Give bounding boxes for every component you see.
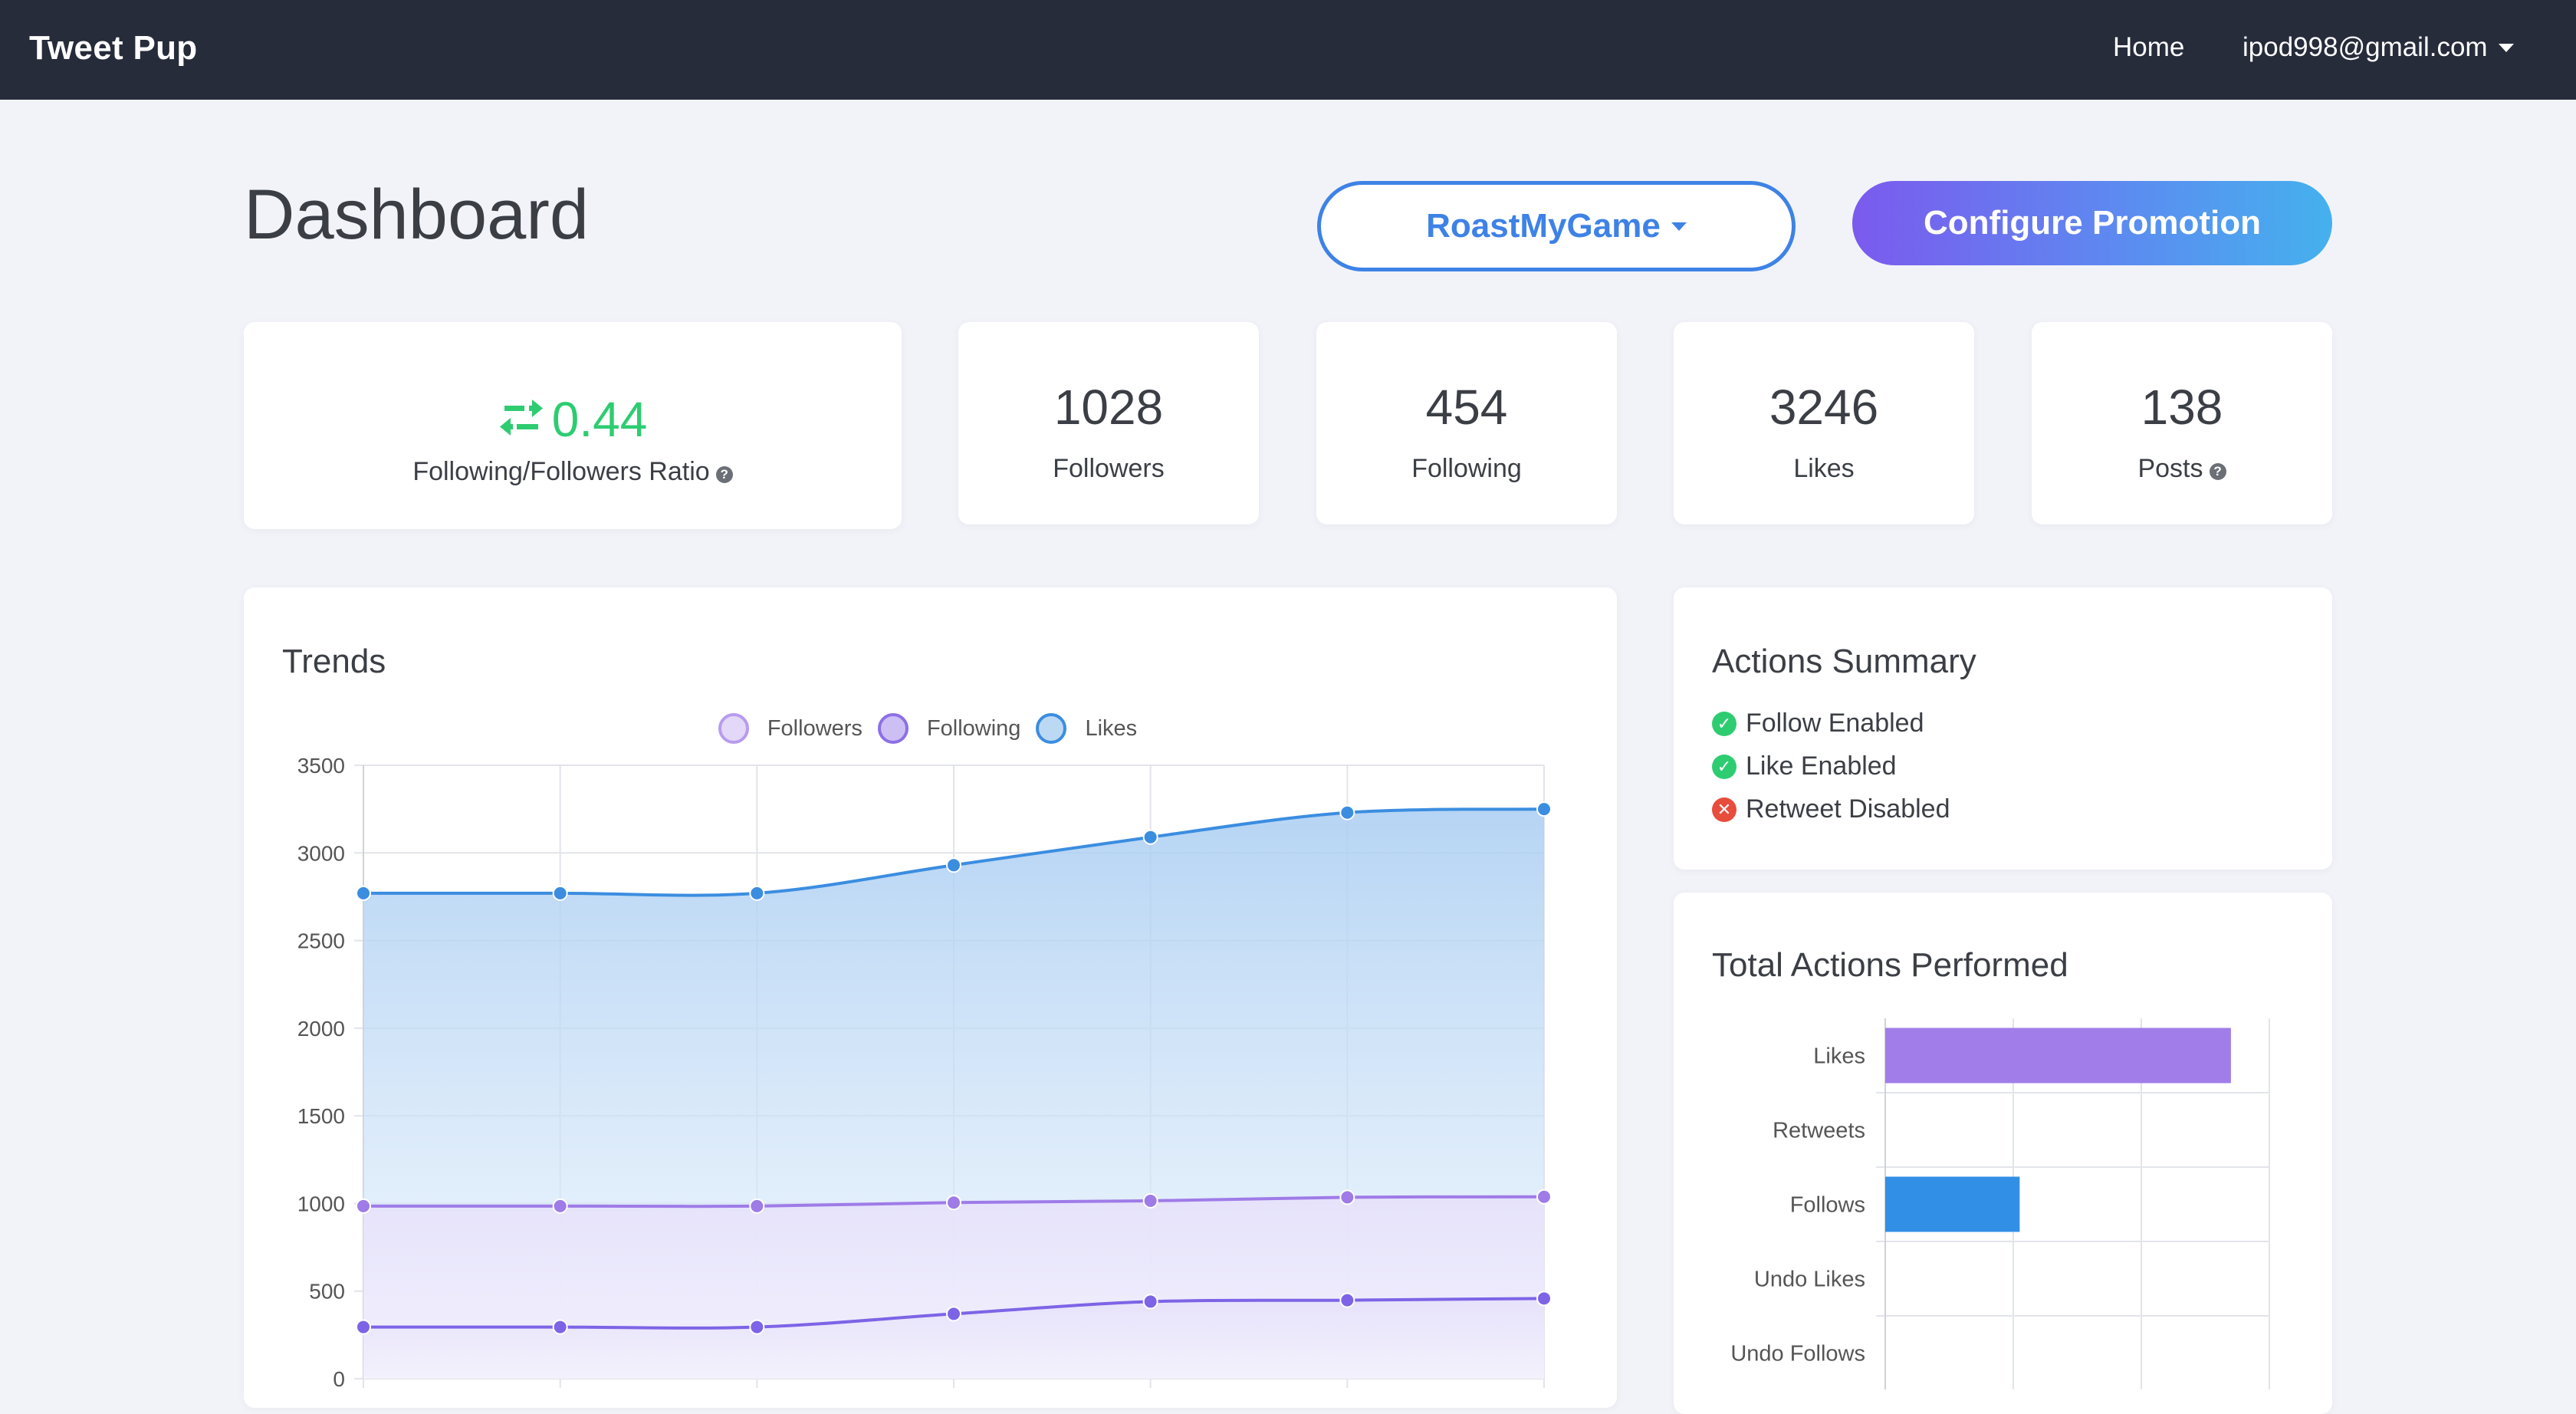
check-circle-icon: ✓ [1712,711,1737,736]
y-axis-ticks: 0 500 1000 1500 2000 2500 3000 3500 [297,754,345,1389]
summary-item-label: Retweet Disabled [1746,794,1950,824]
data-point-followers[interactable] [552,1198,568,1214]
legend-item-followers[interactable]: Followers [718,713,863,744]
data-point-likes[interactable] [356,885,371,901]
followers-count: 1028 [1053,380,1164,435]
ratio-card: 0.44 Following/Followers Ratio? [244,322,902,529]
ratio-value: 0.44 [551,392,648,447]
legend-item-likes[interactable]: Likes [1036,713,1137,744]
page-title: Dashboard [244,176,590,254]
legend-label: Likes [1085,715,1138,741]
chevron-down-icon [2498,43,2514,52]
help-icon[interactable]: ? [715,466,733,483]
nav-home-link[interactable]: Home [2113,32,2185,62]
summary-item-like: ✓ Like Enabled [1712,751,1897,781]
data-point-likes[interactable] [1536,801,1552,817]
legend-label: Followers [767,715,863,741]
chevron-down-icon [1671,222,1687,231]
data-point-followers[interactable] [1339,1189,1355,1205]
data-point-followers[interactable] [356,1198,371,1214]
data-point-likes[interactable] [1339,804,1355,820]
user-email: ipod998@gmail.com [2242,32,2488,62]
likes-count: 3246 [1769,380,1879,435]
account-selector[interactable]: RoastMyGame [1317,181,1796,271]
summary-item-label: Follow Enabled [1746,709,1924,738]
legend-swatch [1036,713,1067,744]
following-count: 454 [1425,380,1508,435]
data-point-followers[interactable] [1536,1189,1552,1205]
swap-arrows-icon [499,400,543,436]
y-tick-label: 0 [333,1367,345,1389]
data-point-likes[interactable] [946,857,961,873]
data-point-followers[interactable] [946,1195,961,1211]
total-actions-title: Total Actions Performed [1712,946,2068,984]
brand-logo[interactable]: Tweet Pup [29,29,198,67]
actions-summary-title: Actions Summary [1712,643,1976,680]
y-tick-label: 1500 [297,1104,345,1128]
following-card: 454 Following [1316,322,1617,524]
y-tick-label: 2500 [297,929,345,953]
likes-label: Likes [1793,454,1855,483]
data-point-following[interactable] [552,1319,568,1335]
posts-count: 138 [2141,380,2223,435]
ratio-label: Following/Followers Ratio? [244,457,902,487]
following-label: Following [1411,454,1522,483]
summary-item-follow: ✓ Follow Enabled [1712,709,1924,738]
series-area-following [363,1298,1544,1379]
help-icon[interactable]: ? [2209,463,2226,480]
ratio-row: 0.44 [244,391,902,448]
y-tick-label: 500 [309,1280,345,1304]
likes-card: 3246 Likes [1674,322,1974,524]
data-point-likes[interactable] [552,885,568,901]
posts-label-text: Posts [2137,454,2203,483]
followers-label: Followers [1053,454,1165,483]
total-actions-card: Total Actions Performed [1674,893,2332,1414]
posts-label: Posts? [2032,454,2332,484]
data-point-following[interactable] [1339,1292,1355,1308]
summary-item-label: Like Enabled [1746,751,1897,781]
account-selector-label: RoastMyGame [1426,207,1661,245]
data-point-followers[interactable] [1142,1193,1158,1208]
x-circle-icon: ✕ [1712,797,1737,822]
legend-swatch [877,713,909,744]
legend-swatch [718,713,749,744]
data-point-following[interactable] [749,1319,765,1335]
top-navbar: Tweet Pup Home ipod998@gmail.com [0,0,2576,100]
data-point-likes[interactable] [749,885,765,901]
data-point-following[interactable] [1142,1294,1158,1310]
chart-points [356,801,1552,1335]
y-tick-label: 3000 [297,841,345,865]
trends-legend: Followers Following Likes [0,713,1855,744]
posts-card: 138 Posts? [2032,322,2332,524]
data-point-following[interactable] [356,1319,371,1335]
check-circle-icon: ✓ [1712,754,1737,779]
summary-item-retweet: ✕ Retweet Disabled [1712,794,1950,824]
configure-promotion-button[interactable]: Configure Promotion [1852,181,2332,265]
y-tick-label: 3500 [297,754,345,778]
y-tick-label: 2000 [297,1017,345,1041]
y-tick-label: 1000 [297,1192,345,1215]
ratio-label-text: Following/Followers Ratio [412,457,710,486]
data-point-likes[interactable] [1142,829,1158,845]
actions-summary-card: Actions Summary ✓ Follow Enabled ✓ Like … [1674,587,2332,870]
trends-title: Trends [282,643,386,680]
chart-areas [363,809,1544,1379]
data-point-following[interactable] [946,1306,961,1322]
legend-label: Following [926,715,1021,741]
user-menu[interactable]: ipod998@gmail.com [2242,32,2514,63]
followers-card: 1028 Followers [958,322,1259,524]
data-point-followers[interactable] [749,1198,765,1214]
legend-item-following[interactable]: Following [877,713,1021,744]
data-point-following[interactable] [1536,1291,1552,1307]
